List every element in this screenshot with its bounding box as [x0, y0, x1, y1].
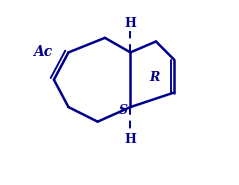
Text: H: H	[125, 17, 136, 30]
Text: H: H	[125, 133, 136, 146]
Text: S: S	[119, 104, 128, 117]
Text: R: R	[149, 71, 159, 84]
Text: Ac: Ac	[33, 45, 53, 59]
